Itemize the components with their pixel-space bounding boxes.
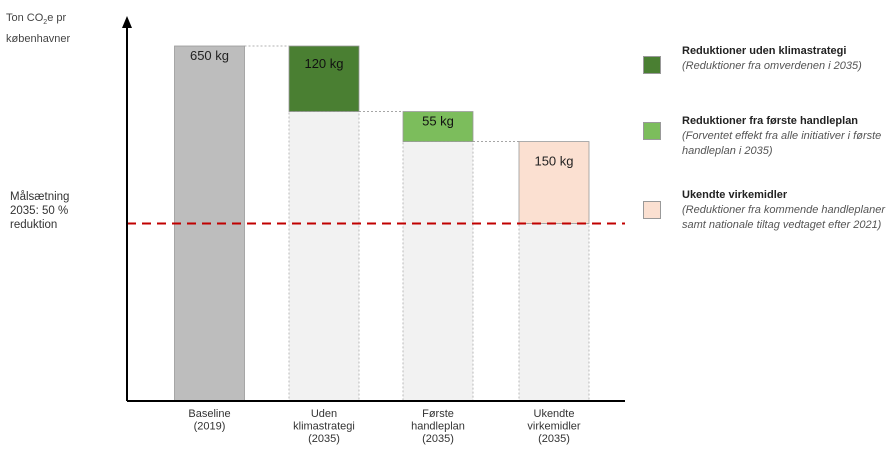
legend-swatch <box>643 201 661 219</box>
bar-increment <box>288 45 360 112</box>
category-label: virkemidler <box>527 421 581 433</box>
legend-text: Reduktioner fra første handleplan (Forve… <box>682 114 887 159</box>
data-label: 55 kg <box>422 114 454 129</box>
category-label: (2019) <box>194 421 226 433</box>
category-label: handleplan <box>411 421 465 433</box>
y-axis-label: Ton CO2e pr københavner <box>6 10 70 48</box>
category-label: klimastrategi <box>293 421 355 433</box>
y-axis-label-part: e pr <box>47 12 67 24</box>
category-label: Ukendte <box>534 408 575 420</box>
category-label: Uden <box>311 408 337 420</box>
category-label: (2035) <box>538 433 570 445</box>
bar-increment <box>402 111 474 142</box>
legend-desc: (Forventet effekt fra alle initiativer i… <box>682 130 882 157</box>
data-label: 120 kg <box>304 56 343 71</box>
y-axis-label-part: Ton CO <box>6 12 44 24</box>
legend-desc: (Reduktioner fra omverdenen i 2035) <box>682 60 862 72</box>
legend-title: Ukendte virkemidler <box>682 189 788 201</box>
legend-desc: (Reduktioner fra kommende handleplaner s… <box>682 204 886 231</box>
data-label: 150 kg <box>534 154 573 169</box>
category-label: Baseline <box>188 408 230 420</box>
y-axis-label-subscript: 2 <box>43 19 48 27</box>
legend-swatch <box>643 122 661 140</box>
target-label-line: 2035: 50 % <box>10 205 69 217</box>
y-axis-label-part: københavner <box>6 33 71 46</box>
bar-increment <box>518 141 590 224</box>
data-label: 650 kg <box>190 48 229 63</box>
category-label: (2035) <box>422 433 454 445</box>
category-label: Første <box>422 408 454 420</box>
y-axis-arrow <box>122 16 132 28</box>
target-label-line: Målsætning <box>10 191 70 203</box>
target-label: Målsætning 2035: 50 % reduktion <box>10 190 69 232</box>
legend-title: Reduktioner fra første handleplan <box>682 115 859 127</box>
legend-swatch <box>643 56 661 74</box>
category-label: (2035) <box>308 433 340 445</box>
legend-title: Reduktioner uden klimastrategi <box>682 45 847 57</box>
bar-rest <box>288 111 360 402</box>
bar-rest <box>402 141 474 402</box>
legend-text: Reduktioner uden klimastrategi (Reduktio… <box>682 44 887 74</box>
target-label-line: reduktion <box>10 219 58 231</box>
legend-text: Ukendte virkemidler (Reduktioner fra kom… <box>682 188 887 233</box>
bar-rest <box>518 223 590 402</box>
